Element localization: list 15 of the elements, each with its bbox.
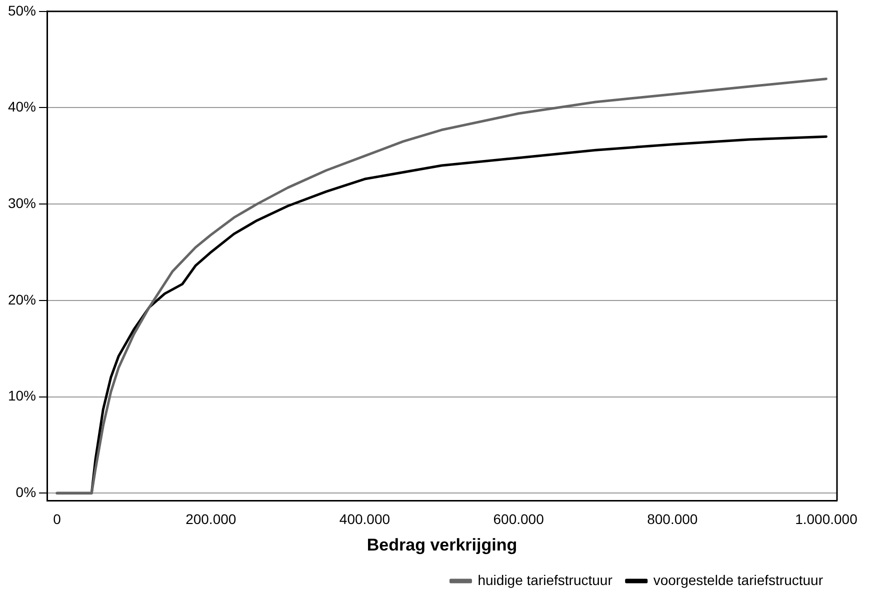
y-tick-label: 20%	[8, 291, 36, 308]
legend-label: huidige tariefstructuur	[478, 572, 613, 588]
y-tick-label: 40%	[8, 98, 36, 115]
x-tick-label: 1.000.000	[795, 511, 858, 528]
x-tick-label: 200.000	[186, 511, 236, 528]
y-tick-label: 0%	[16, 484, 36, 500]
x-tick-label: 600.000	[493, 511, 544, 528]
x-axis-title: Bedrag verkrijging	[366, 535, 518, 554]
y-tick-label: 50%	[8, 2, 36, 18]
y-tick-label: 10%	[8, 388, 36, 404]
legend-label: voorgestelde tariefstructuur	[653, 572, 824, 588]
x-tick-label: 800.000	[647, 511, 698, 528]
y-tick-label: 30%	[8, 194, 36, 211]
x-tick-label: 0	[53, 511, 62, 528]
x-tick-label: 400.000	[339, 511, 390, 528]
